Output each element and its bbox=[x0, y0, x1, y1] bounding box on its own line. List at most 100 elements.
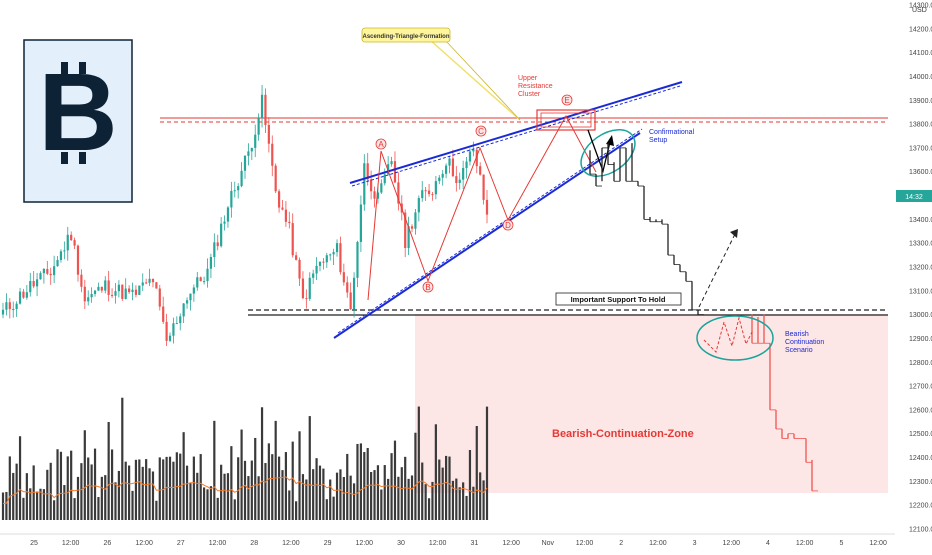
candle-body bbox=[482, 174, 485, 200]
volume-bar bbox=[206, 489, 209, 520]
callout-pointer-edge bbox=[444, 39, 521, 121]
candle-body bbox=[76, 245, 80, 275]
volume-bar bbox=[444, 455, 448, 520]
volume-bar bbox=[165, 456, 168, 520]
volume-bar bbox=[427, 498, 431, 520]
volume-bar bbox=[482, 480, 485, 520]
candle-body bbox=[114, 291, 117, 296]
volume-bar bbox=[417, 406, 420, 520]
candle-body bbox=[192, 287, 195, 294]
candle-body bbox=[209, 257, 213, 269]
y-tick-label: 12400.0 bbox=[909, 455, 932, 462]
x-tick-label: 12:00 bbox=[282, 540, 300, 547]
volume-bar bbox=[271, 454, 274, 520]
candle-body bbox=[410, 226, 414, 229]
volume-bar bbox=[25, 473, 28, 520]
volume-bar bbox=[260, 407, 264, 520]
bullish-alt-arrowhead bbox=[730, 229, 738, 238]
candle-body bbox=[359, 204, 362, 242]
volume-bar bbox=[172, 461, 175, 520]
volume-bar bbox=[59, 451, 63, 520]
volume-bar bbox=[475, 426, 478, 520]
volume-bar bbox=[308, 416, 311, 520]
volume-bar bbox=[168, 456, 172, 520]
volume-bar bbox=[410, 475, 414, 520]
volume-bar bbox=[199, 454, 202, 520]
volume-bar bbox=[230, 446, 233, 520]
volume-bar bbox=[352, 483, 356, 520]
bearish-scenario-label-1: Bearish bbox=[785, 331, 809, 338]
volume-bar bbox=[1, 492, 5, 520]
volume-bar bbox=[46, 469, 49, 520]
volume-bar bbox=[376, 465, 380, 520]
candle-body bbox=[237, 186, 240, 191]
x-tick-label: 27 bbox=[177, 540, 185, 547]
candle-body bbox=[325, 255, 328, 263]
volume-bar bbox=[114, 482, 117, 520]
candle-body bbox=[117, 284, 120, 292]
volume-bar bbox=[117, 470, 120, 520]
candle-body bbox=[438, 177, 441, 182]
wave-point-d: D bbox=[502, 219, 514, 231]
volume-bar bbox=[151, 471, 155, 520]
x-tick-label: 28 bbox=[250, 540, 258, 547]
candle-body bbox=[155, 282, 158, 289]
candle-body bbox=[431, 194, 434, 196]
volume-bar bbox=[66, 456, 69, 520]
candle-body bbox=[70, 234, 73, 241]
candle-body bbox=[444, 165, 448, 174]
candle-body bbox=[59, 251, 63, 260]
volume-bar bbox=[363, 452, 366, 520]
x-tick-label: 29 bbox=[324, 540, 332, 547]
candle-body bbox=[254, 134, 257, 148]
candle-body bbox=[165, 321, 168, 341]
candle-body bbox=[407, 226, 410, 249]
x-tick-label: 12:00 bbox=[796, 540, 814, 547]
volume-bar bbox=[332, 496, 335, 520]
currency-label: USD bbox=[912, 7, 927, 14]
volume-bar bbox=[138, 459, 141, 520]
candle-body bbox=[322, 261, 325, 263]
x-tick-label: 3 bbox=[693, 540, 697, 547]
candle-body bbox=[277, 191, 281, 208]
volume-bar bbox=[145, 459, 148, 520]
volume-bar bbox=[107, 422, 110, 520]
volume-bar bbox=[189, 483, 192, 520]
x-tick-label: 12:00 bbox=[649, 540, 667, 547]
candle-body bbox=[97, 286, 100, 291]
x-tick-label: 12:00 bbox=[723, 540, 741, 547]
candle-body bbox=[468, 151, 472, 162]
candle-body bbox=[213, 242, 216, 258]
ascending-triangle-label: Ascending-Triangle-Formation bbox=[362, 34, 449, 40]
y-tick-label: 14000.0 bbox=[909, 74, 932, 81]
volume-bar bbox=[185, 465, 189, 520]
callout-pointer bbox=[429, 39, 521, 121]
volume-bar bbox=[312, 469, 315, 520]
y-tick-label: 13300.0 bbox=[909, 241, 932, 248]
volume-bar bbox=[400, 467, 403, 520]
upper-resistance-label-3: Cluster bbox=[518, 91, 541, 98]
candle-body bbox=[370, 179, 373, 192]
candle-body bbox=[179, 316, 182, 324]
y-tick-label: 12300.0 bbox=[909, 479, 932, 486]
volume-bar bbox=[110, 449, 114, 520]
volume-bar bbox=[325, 499, 328, 520]
candle-body bbox=[421, 190, 424, 199]
triangle-upper-line-dashed bbox=[351, 85, 681, 187]
candle-body bbox=[141, 282, 144, 286]
wave-point-c: C bbox=[475, 125, 487, 137]
volume-bar bbox=[134, 459, 138, 520]
volume-bar bbox=[216, 497, 219, 520]
x-axis: 25 12:00 26 12:00 27 12:00 28 12:00 29 12:00 30 12:… bbox=[30, 540, 887, 547]
bearish-scenario-label-2: Continuation bbox=[785, 339, 824, 346]
volume-bar bbox=[22, 497, 25, 520]
volume-bar bbox=[8, 456, 11, 520]
volume-bar bbox=[441, 467, 444, 520]
volume-bar bbox=[209, 486, 213, 520]
x-tick-label: 12:00 bbox=[135, 540, 153, 547]
volume-bar bbox=[315, 458, 318, 520]
volume-bar bbox=[240, 429, 243, 520]
candle-body bbox=[182, 303, 185, 317]
y-tick-label: 13400.0 bbox=[909, 217, 932, 224]
